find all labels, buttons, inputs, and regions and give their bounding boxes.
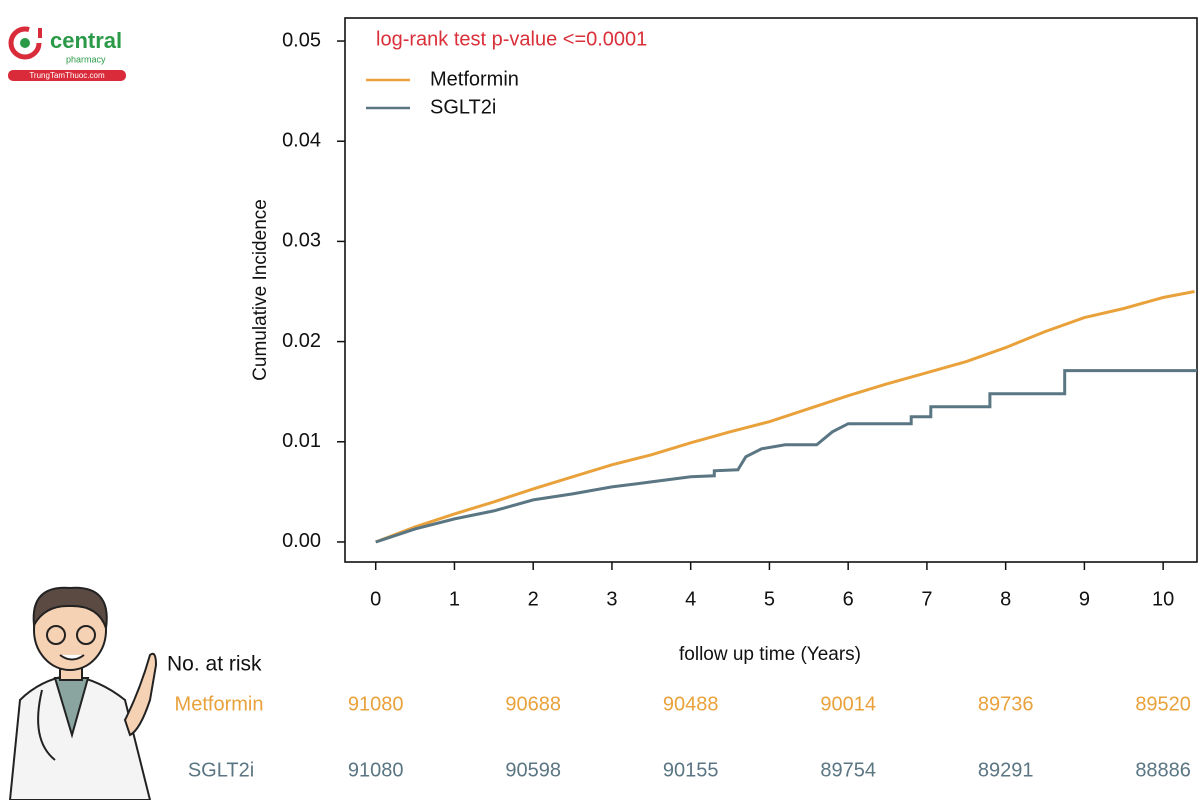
- glasses: [76, 625, 96, 645]
- risk-value: 90155: [663, 759, 719, 781]
- x-tick-label: 0: [370, 588, 381, 610]
- risk-row-label: Metformin: [175, 693, 264, 715]
- hair: [32, 586, 108, 629]
- risk-value: 89736: [978, 693, 1034, 715]
- risk-value: 91080: [348, 693, 404, 715]
- risk-value: 89754: [820, 759, 876, 781]
- x-tick-label: 6: [843, 588, 854, 610]
- x-tick-label: 7: [921, 588, 932, 610]
- risk-row-label: SGLT2i: [188, 759, 254, 781]
- risk-table-title: No. at risk: [167, 653, 262, 676]
- logo-sub: pharmacy: [66, 54, 106, 64]
- y-tick-label: 0.01: [282, 430, 321, 452]
- risk-value: 90688: [505, 693, 561, 715]
- legend-label: Metformin: [430, 68, 519, 90]
- hand: [123, 652, 158, 737]
- y-tick-label: 0.00: [282, 530, 321, 552]
- x-tick-label: 10: [1152, 588, 1174, 610]
- legend-label: SGLT2i: [430, 96, 496, 118]
- x-tick-label: 4: [685, 588, 696, 610]
- logo-icon: [20, 38, 30, 48]
- risk-value: 89520: [1135, 693, 1191, 715]
- risk-value: 91080: [348, 759, 404, 781]
- risk-value: 90488: [663, 693, 719, 715]
- y-tick-label: 0.05: [282, 29, 321, 51]
- stethoscope: [37, 689, 56, 761]
- y-tick-label: 0.03: [282, 230, 321, 252]
- y-tick-label: 0.04: [282, 130, 321, 152]
- series-line: [375, 290, 1195, 544]
- doctor-illustration: [8, 586, 158, 800]
- risk-value: 88886: [1135, 759, 1191, 781]
- y-axis-label: Cumulative Incidence: [250, 199, 271, 381]
- logo-icon: [38, 28, 42, 38]
- logo-name: central: [50, 28, 122, 53]
- x-tick-label: 3: [606, 588, 617, 610]
- glasses: [46, 625, 66, 645]
- risk-value: 90598: [505, 759, 561, 781]
- x-tick-label: 1: [449, 588, 460, 610]
- risk-value: 89291: [978, 759, 1034, 781]
- x-axis-label: follow up time (Years): [679, 644, 861, 665]
- logo-banner: [8, 70, 126, 81]
- x-tick-label: 8: [1000, 588, 1011, 610]
- plot-frame: [344, 17, 1198, 563]
- smile: [59, 654, 85, 661]
- x-tick-label: 9: [1079, 588, 1090, 610]
- x-tick-label: 2: [528, 588, 539, 610]
- risk-value: 90014: [820, 693, 876, 715]
- logo-site: TrungTamThuoc.com: [29, 71, 105, 80]
- series-line: [375, 369, 1197, 544]
- x-tick-label: 5: [764, 588, 775, 610]
- annotation: log-rank test p-value <=0.0001: [376, 28, 647, 50]
- logo-icon: [8, 26, 42, 60]
- logo: central pharmacy TrungTamThuoc.com: [8, 26, 126, 81]
- y-tick-label: 0.02: [282, 330, 321, 352]
